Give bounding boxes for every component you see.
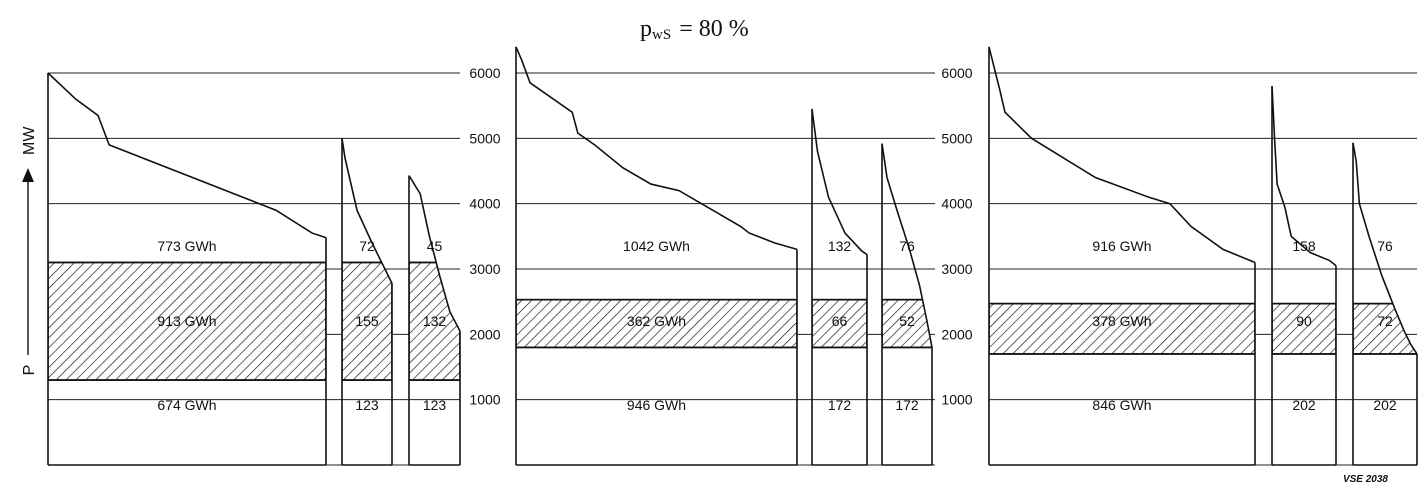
box-small-2: 76 72 202 (1352, 142, 1418, 466)
y-tick-label: 2000 (941, 326, 972, 342)
energy-label: 132 (423, 313, 447, 329)
duration-curve (881, 143, 933, 348)
plot-area: 773 GWh 913 GWh 674 GWh 72 155 123 45 132 123 100… (47, 46, 1418, 466)
energy-label: 378 GWh (1092, 313, 1151, 329)
footnote: VSE 2038 (1343, 474, 1388, 485)
box-small-1: 132 66 172 (811, 108, 868, 466)
panel-1: 773 GWh 913 GWh 674 GWh 72 155 123 45 132 123 (47, 72, 461, 466)
energy-label: 172 (895, 397, 919, 413)
energy-label: 90 (1296, 313, 1312, 329)
y-tick-label: 4000 (941, 196, 972, 212)
energy-label: 123 (355, 397, 379, 413)
duration-curve (408, 175, 461, 332)
duration-curve (811, 108, 868, 256)
y-tick-label: 4000 (469, 196, 500, 212)
energy-label: 76 (1377, 238, 1393, 254)
energy-label: 76 (899, 238, 915, 254)
energy-label: 202 (1373, 397, 1397, 413)
y-axis-symbol: P (21, 365, 38, 376)
energy-label: 916 GWh (1092, 238, 1151, 254)
y-tick-label: 2000 (469, 326, 500, 342)
energy-label: 362 GWh (627, 313, 686, 329)
energy-label: 132 (828, 238, 852, 254)
panel-3: 1000 2000 3000 4000 5000 6000 916 GWh 378 GWh 84… (941, 46, 1418, 466)
box-main: 773 GWh 913 GWh 674 GWh (47, 72, 327, 466)
duration-curve (1352, 142, 1418, 355)
title-sub: wS (652, 27, 671, 43)
duration-curve (1271, 86, 1337, 267)
y-tick-label: 3000 (941, 261, 972, 277)
box-main: 1042 GWh 362 GWh 946 GWh (515, 46, 798, 466)
energy-label: 773 GWh (157, 238, 216, 254)
energy-label: 202 (1292, 397, 1316, 413)
y-tick-label: 5000 (469, 130, 500, 146)
box-small-2: 45 132 123 (408, 175, 461, 466)
energy-label: 674 GWh (157, 397, 216, 413)
energy-label: 846 GWh (1092, 397, 1151, 413)
box-main: 916 GWh 378 GWh 846 GWh (988, 46, 1256, 466)
y-tick-label: 1000 (941, 392, 972, 408)
energy-label: 66 (832, 313, 848, 329)
duration-curve (47, 72, 327, 239)
duration-curve (515, 46, 798, 251)
energy-label: 72 (359, 238, 375, 254)
chart-title: pwS = 80 % (640, 16, 749, 43)
duration-curve (988, 46, 1256, 264)
y-tick-label: 5000 (941, 130, 972, 146)
title-p: p (640, 16, 652, 42)
box-small-1: 158 90 202 (1271, 86, 1337, 466)
energy-label: 45 (427, 238, 443, 254)
energy-label: 123 (423, 397, 447, 413)
y-tick-label: 6000 (469, 65, 500, 81)
box-small-2: 76 52 172 (881, 143, 933, 466)
duration-curve (341, 138, 393, 284)
title-eq: = 80 % (679, 16, 749, 42)
y-tick-label: 1000 (469, 392, 500, 408)
y-tick-label: 6000 (941, 65, 972, 81)
panel-2: 1000 2000 3000 4000 5000 6000 1042 GWh 362 GWh 9… (469, 46, 935, 466)
energy-label: 913 GWh (157, 313, 216, 329)
energy-label: 52 (899, 313, 915, 329)
energy-label: 155 (355, 313, 379, 329)
energy-label: 158 (1292, 238, 1316, 254)
y-axis-unit: MW (21, 126, 38, 155)
y-axis-arrow-head (22, 168, 34, 182)
y-axis-label: P MW (21, 126, 38, 376)
energy-label: 1042 GWh (623, 238, 690, 254)
energy-label: 72 (1377, 313, 1393, 329)
box-small-1: 72 155 123 (341, 138, 393, 466)
energy-label: 172 (828, 397, 852, 413)
y-tick-label: 3000 (469, 261, 500, 277)
energy-label: 946 GWh (627, 397, 686, 413)
